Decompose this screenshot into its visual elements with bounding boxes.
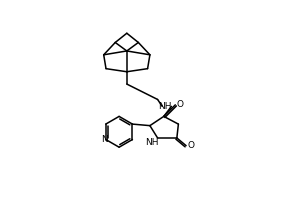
Text: O: O — [176, 100, 183, 109]
Text: O: O — [187, 141, 194, 150]
Text: N: N — [102, 135, 108, 144]
Text: NH: NH — [146, 138, 159, 147]
Text: NH: NH — [159, 102, 172, 111]
